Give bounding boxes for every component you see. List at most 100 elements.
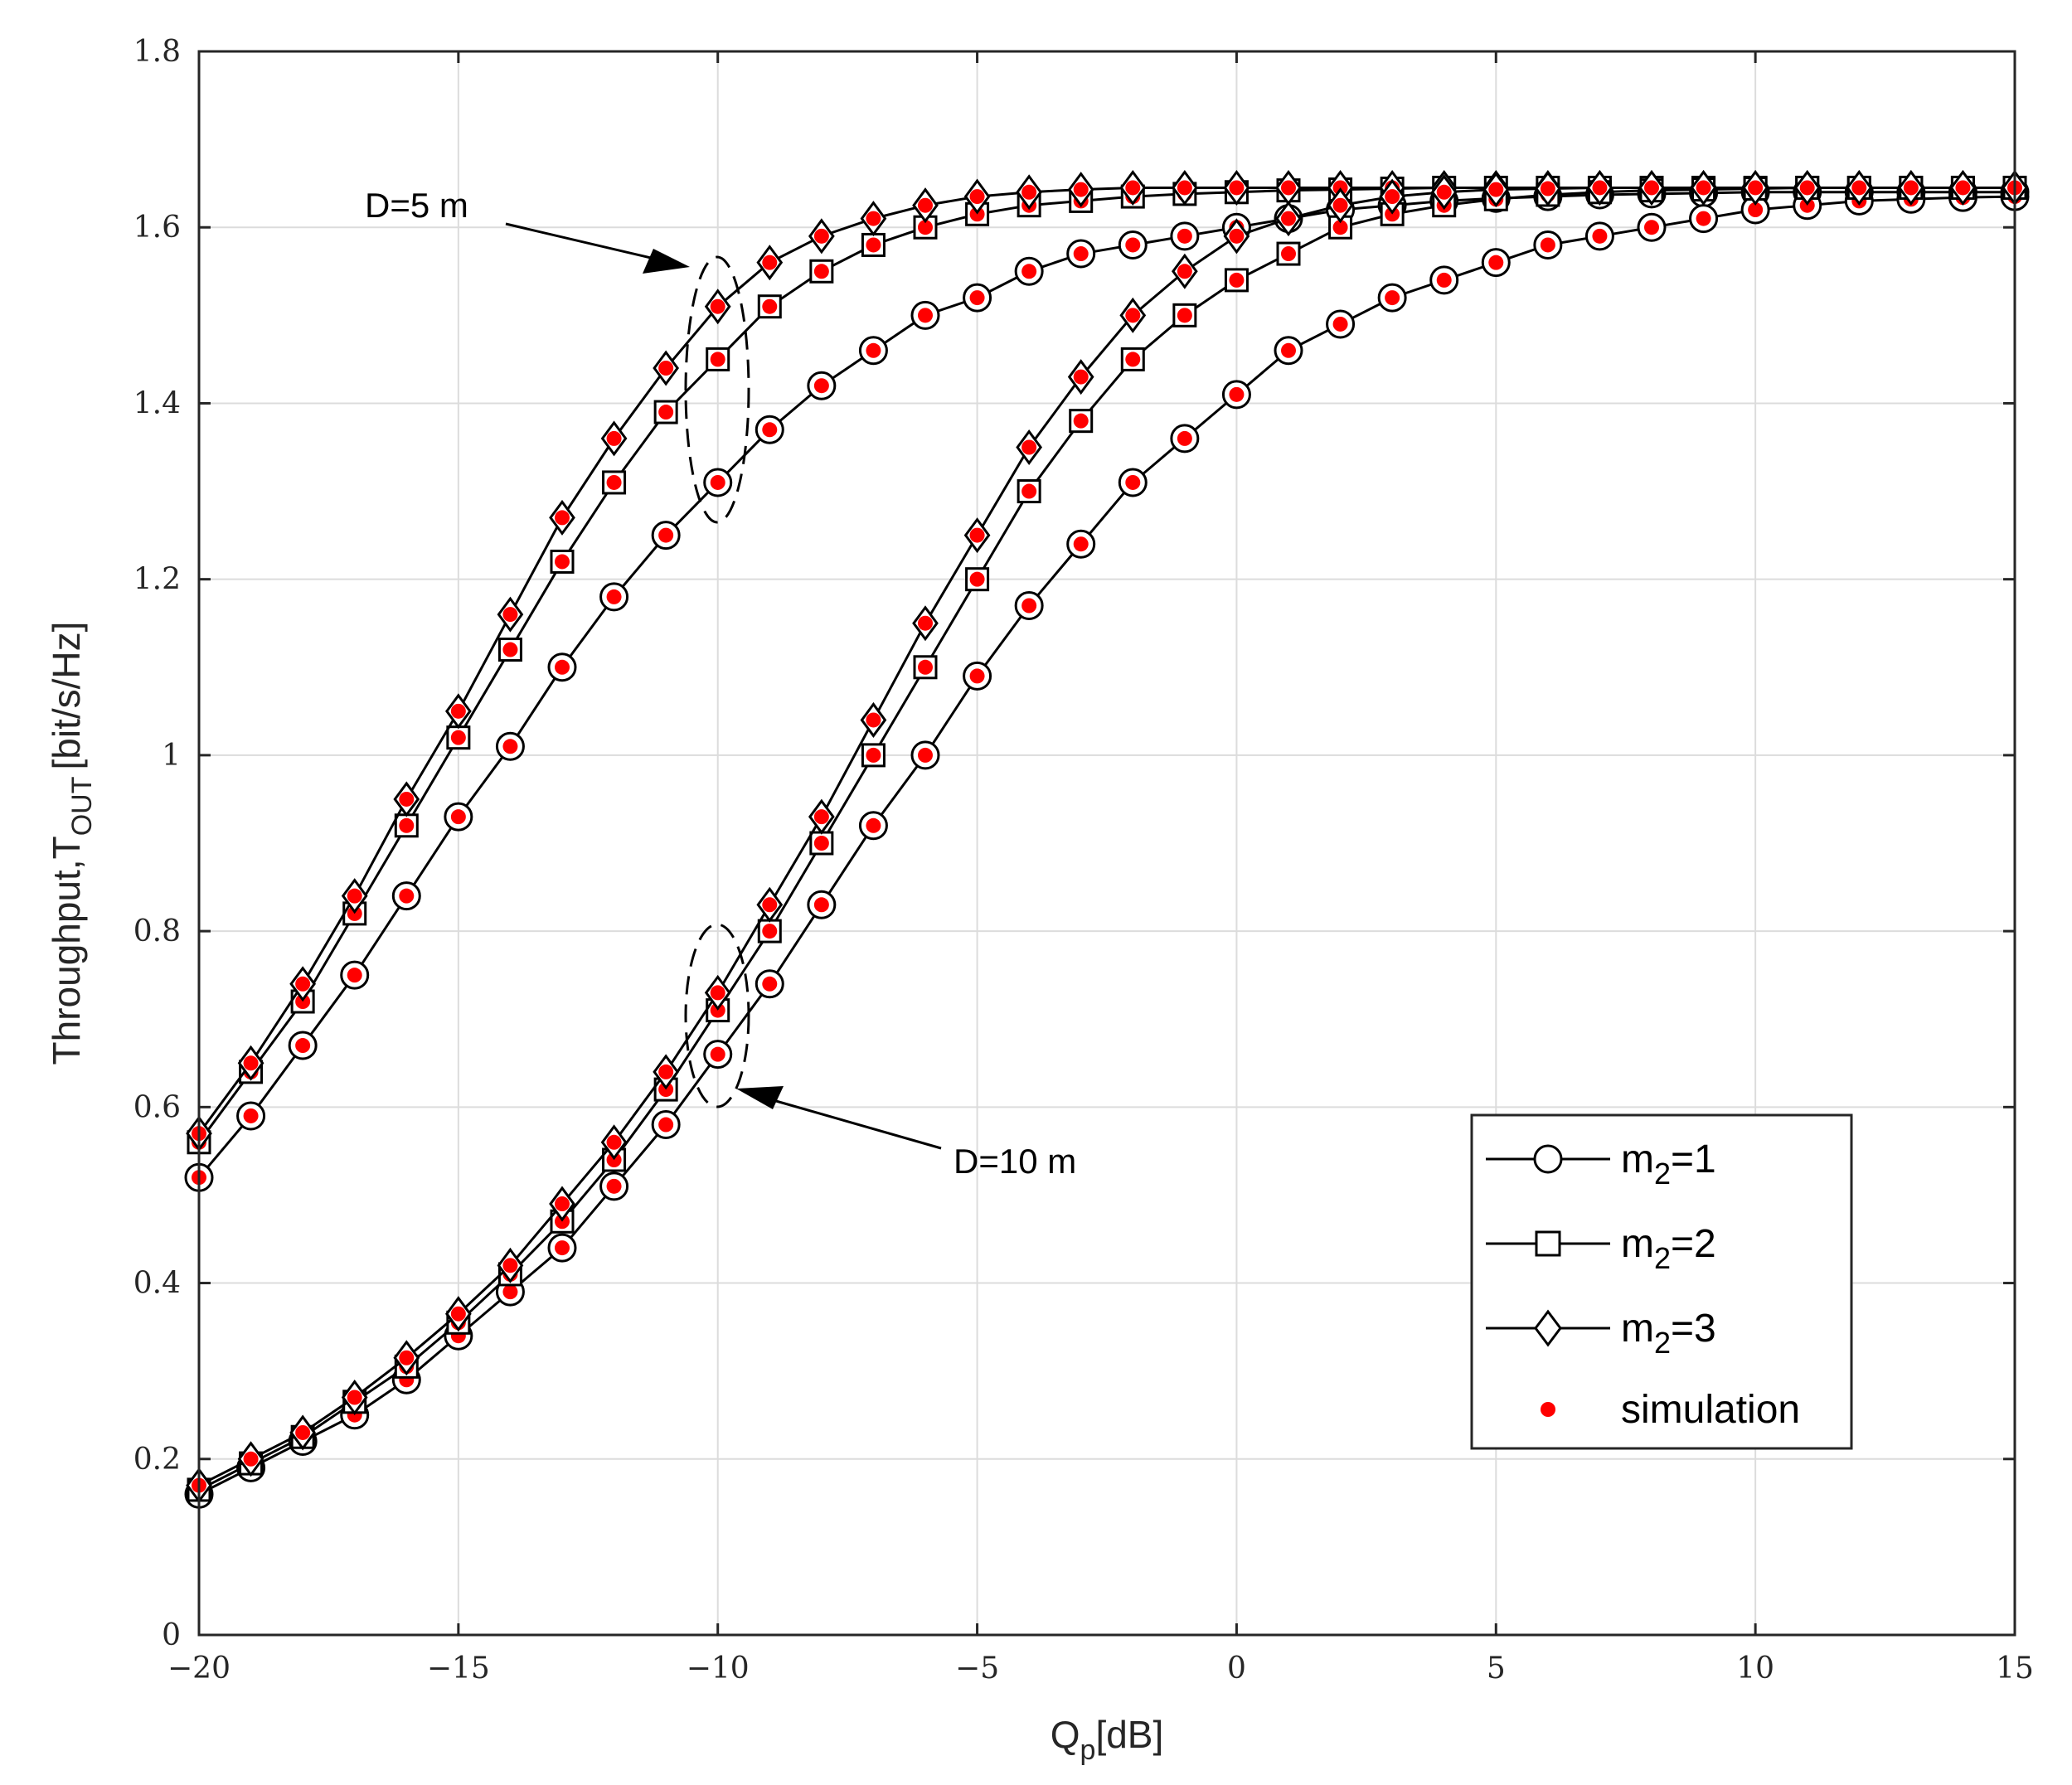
simulation-point (813, 264, 829, 279)
y-axis-title-sub: OUT (66, 776, 98, 836)
simulation-point (1125, 474, 1141, 490)
simulation-point (1436, 272, 1452, 288)
simulation-point (1540, 237, 1555, 253)
simulation-point (1073, 369, 1089, 385)
simulation-point (555, 1196, 570, 1212)
legend-label-m2-1: m2=1 (1621, 1137, 1716, 1191)
legend-circle-marker (1533, 1144, 1563, 1174)
simulation-point (1229, 272, 1245, 288)
simulation-point (347, 968, 362, 983)
legend-diamond-marker (1534, 1309, 1562, 1347)
y-tick-label: 0.4 (133, 1267, 181, 1301)
simulation-point (502, 642, 518, 657)
legend-label-simulation: simulation (1621, 1388, 1800, 1432)
legend-entry-m2-2: m2=2 (1486, 1222, 1716, 1275)
simulation-point (1125, 352, 1141, 367)
simulation-point (866, 237, 881, 253)
simulation-point (918, 747, 933, 763)
y-axis-title-main: Throughput,T (45, 836, 88, 1065)
x-tick-label: 10 (1736, 1652, 1774, 1686)
simulation-point (1281, 246, 1296, 262)
legend-square-marker (1535, 1230, 1561, 1257)
simulation-point (606, 1178, 622, 1194)
simulation-point (1073, 536, 1089, 552)
y-tick-label: 0.2 (133, 1443, 181, 1477)
x-tick-label: −15 (427, 1652, 490, 1686)
x-tick-label: −5 (955, 1652, 999, 1686)
y-tick-label: 1.2 (133, 563, 181, 597)
simulation-point (1021, 264, 1037, 279)
annotation-arrowhead-d10 (736, 1086, 784, 1109)
annotations: D=5 m D=10 m (365, 186, 1076, 1181)
simulation-point (399, 817, 415, 833)
simulation-point (1696, 180, 1711, 196)
x-tick-label: −10 (687, 1652, 750, 1686)
y-axis-title: Throughput,TOUT [bit/s/Hz] (45, 622, 98, 1065)
simulation-point (1385, 290, 1400, 306)
simulation-point (1073, 413, 1089, 429)
x-axis-title-main: Q (1051, 1713, 1080, 1756)
simulation-point (1229, 228, 1245, 244)
x-axis-title-suffix: [dB] (1095, 1713, 1163, 1756)
simulation-point (295, 976, 311, 992)
simulation-point (450, 730, 466, 745)
series-group (184, 169, 2030, 1509)
simulation-point (1592, 180, 1608, 196)
simulation-point (762, 897, 778, 913)
simulation-point (813, 836, 829, 851)
y-tick-label: 0.8 (133, 914, 181, 948)
simulation-point (1177, 430, 1192, 446)
simulation-point (1021, 439, 1037, 455)
simulation-point (710, 985, 725, 1001)
legend-entry-m2-3: m2=3 (1486, 1307, 1716, 1360)
annotation-arrowhead-d5 (643, 249, 690, 274)
simulation-point (1281, 180, 1296, 196)
simulation-point (450, 1306, 466, 1322)
annotation-d5-label: D=5 m (365, 186, 468, 225)
x-tick-label: 5 (1487, 1652, 1506, 1686)
simulation-point (658, 527, 674, 543)
simulation-point (450, 703, 466, 719)
simulation-point (606, 589, 622, 604)
annotation-d10-label: D=10 m (954, 1142, 1076, 1181)
simulation-point (347, 888, 362, 904)
simulation-point (1229, 386, 1245, 402)
simulation-point (813, 378, 829, 394)
y-axis-title-suffix: [bit/s/Hz] (45, 622, 88, 770)
simulation-point (658, 361, 674, 376)
annotation-arrow-d10 (758, 1094, 942, 1150)
legend-entry-m2-1: m2=1 (1486, 1137, 1716, 1191)
x-tick-label: 0 (1227, 1652, 1246, 1686)
simulation-point (1644, 220, 1659, 235)
simulation-point (606, 1134, 622, 1150)
simulation-point (710, 474, 725, 490)
simulation-point (347, 1390, 362, 1405)
simulation-point (1332, 197, 1348, 213)
simulation-point (1592, 228, 1608, 244)
simulation-point (1021, 598, 1037, 614)
simulation-point (555, 659, 570, 675)
simulation-point (450, 809, 466, 825)
simulation-point (918, 659, 933, 675)
simulation-point (243, 1108, 259, 1123)
simulation-point (762, 255, 778, 270)
plot-frame (197, 50, 2016, 1637)
simulation-point (1696, 211, 1711, 226)
simulation-point (243, 1451, 259, 1467)
simulation-point (969, 290, 985, 306)
simulation-point (1125, 180, 1141, 196)
legend-dot-marker (1541, 1402, 1555, 1417)
legend: m2=1 m2=2 m2=3 simulation (1470, 1113, 1853, 1450)
simulation-point (710, 1046, 725, 1062)
axis-ticks: −20 −15 −10 −5 0 5 10 15 0 0.2 0.4 0.6 0.8 1 1.2 1.4 1.6… (133, 35, 2034, 1686)
y-tick-label: 1 (162, 739, 181, 773)
simulation-point (762, 976, 778, 992)
simulation-point (710, 352, 725, 367)
y-tick-label: 1.6 (133, 211, 181, 245)
simulation-point (658, 1064, 674, 1079)
simulation-point (866, 342, 881, 358)
simulation-point (399, 888, 415, 904)
series-diamond-d10m (186, 169, 2028, 1504)
simulation-point (295, 1424, 311, 1440)
